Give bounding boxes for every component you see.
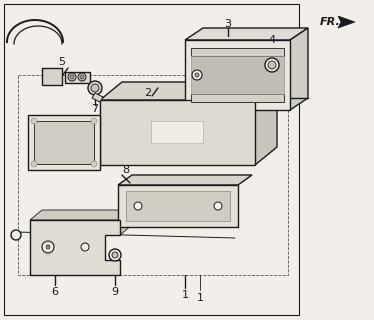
Polygon shape <box>118 175 252 185</box>
Polygon shape <box>191 48 284 56</box>
Text: 5: 5 <box>58 57 65 67</box>
Circle shape <box>31 118 37 124</box>
Bar <box>4 4 299 315</box>
Polygon shape <box>118 185 238 227</box>
Circle shape <box>42 241 54 253</box>
Circle shape <box>195 73 199 77</box>
Circle shape <box>81 243 89 251</box>
Text: FR.: FR. <box>320 17 341 27</box>
Polygon shape <box>92 93 103 102</box>
Polygon shape <box>100 82 277 100</box>
Polygon shape <box>185 28 308 40</box>
Circle shape <box>268 61 276 69</box>
Circle shape <box>134 202 142 210</box>
Circle shape <box>91 118 97 124</box>
Text: 8: 8 <box>122 165 129 175</box>
Circle shape <box>91 84 99 92</box>
Polygon shape <box>185 40 290 110</box>
Text: 2: 2 <box>144 88 151 98</box>
Circle shape <box>265 58 279 72</box>
Circle shape <box>109 249 121 261</box>
Circle shape <box>80 75 84 79</box>
Polygon shape <box>290 28 308 110</box>
Polygon shape <box>30 210 132 220</box>
Circle shape <box>91 161 97 167</box>
Circle shape <box>214 202 222 210</box>
Circle shape <box>46 245 50 249</box>
Circle shape <box>78 73 86 81</box>
Text: 7: 7 <box>91 104 99 114</box>
Circle shape <box>70 75 74 79</box>
Polygon shape <box>191 56 284 94</box>
Bar <box>18 75 288 275</box>
Circle shape <box>31 161 37 167</box>
Circle shape <box>88 81 102 95</box>
Polygon shape <box>338 16 355 28</box>
Polygon shape <box>30 220 120 275</box>
Polygon shape <box>34 121 94 164</box>
Polygon shape <box>42 68 62 85</box>
Polygon shape <box>151 121 203 143</box>
Circle shape <box>68 73 76 81</box>
Polygon shape <box>191 94 284 102</box>
Polygon shape <box>255 82 277 165</box>
Text: 9: 9 <box>111 287 119 297</box>
Circle shape <box>112 252 118 258</box>
Polygon shape <box>100 100 255 165</box>
Text: 4: 4 <box>269 35 276 45</box>
Polygon shape <box>120 210 132 235</box>
Circle shape <box>11 230 21 240</box>
Text: 3: 3 <box>224 19 232 29</box>
Circle shape <box>192 70 202 80</box>
Text: 1: 1 <box>196 293 203 303</box>
Text: 1: 1 <box>181 290 188 300</box>
Text: 6: 6 <box>52 287 58 297</box>
Polygon shape <box>28 115 100 170</box>
Polygon shape <box>65 72 90 83</box>
Polygon shape <box>126 191 230 221</box>
